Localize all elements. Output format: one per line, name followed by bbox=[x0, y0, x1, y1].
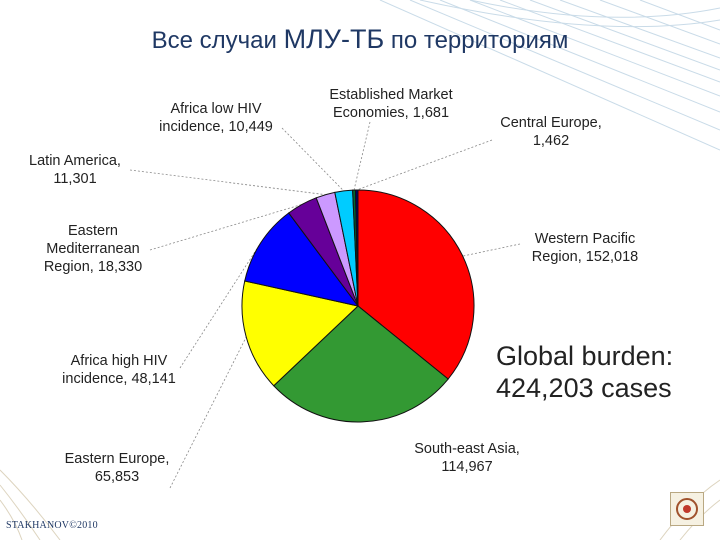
slice-label: Eastern Mediterranean Region, 18,330 bbox=[43, 223, 143, 275]
leader-lines bbox=[129, 121, 521, 489]
leader-line bbox=[353, 121, 371, 191]
pie-slice-africa-high-hiv-incidence bbox=[244, 212, 360, 307]
title-part-1: Все случаи bbox=[151, 27, 284, 54]
pie-slice-south-east-asia bbox=[273, 305, 449, 423]
slice-label: Eastern Europe, 65,853 bbox=[64, 451, 170, 485]
page-title: Все случаи МЛУ-ТБ по территориям bbox=[0, 24, 720, 55]
leader-line bbox=[462, 243, 521, 257]
footer-credit: STAKHANOV©2010 bbox=[6, 520, 98, 531]
leader-line bbox=[179, 242, 261, 369]
logo-icon bbox=[670, 492, 704, 526]
slice-label: Western Pacific Region, 152,018 bbox=[531, 231, 639, 265]
slice-label: South-east Asia, 114,967 bbox=[414, 441, 520, 475]
pie-slices bbox=[241, 189, 475, 423]
slice-label: Established Market Economies, 1,681 bbox=[329, 87, 453, 121]
leader-line bbox=[356, 139, 493, 191]
leader-line bbox=[169, 336, 247, 489]
title-part-2: МЛУ-ТБ bbox=[283, 24, 385, 54]
title-part-3: по территориям bbox=[384, 27, 569, 54]
leader-line bbox=[129, 169, 326, 196]
pie-slice-central-europe bbox=[354, 189, 359, 307]
slice-label: Africa high HIV incidence, 48,141 bbox=[62, 353, 176, 387]
pie-slice-western-pacific-region bbox=[357, 189, 475, 380]
global-burden-annotation: Global burden: 424,203 cases bbox=[496, 341, 674, 403]
leader-line bbox=[281, 127, 344, 192]
slice-label: Africa low HIV incidence, 10,449 bbox=[159, 101, 273, 135]
pie-slice-eastern-europe bbox=[241, 280, 360, 387]
slice-label: Central Europe, 1,462 bbox=[500, 115, 602, 149]
slice-label: Latin America, 11,301 bbox=[29, 153, 121, 187]
leader-line bbox=[149, 204, 303, 251]
